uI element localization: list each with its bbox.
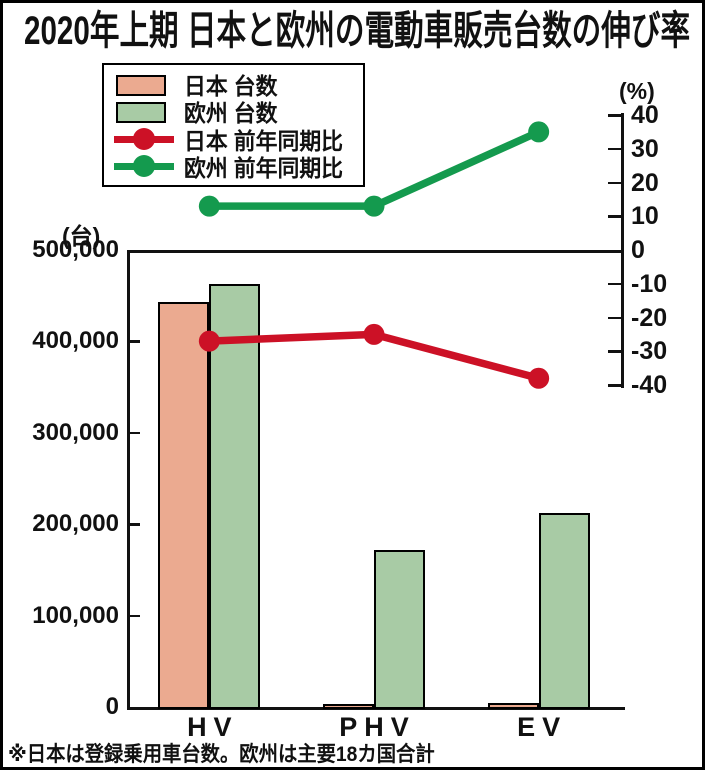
bar-japan-ev bbox=[487, 703, 539, 709]
right-axis-unit: (%) bbox=[619, 78, 655, 104]
bar-europe-ev bbox=[538, 513, 590, 709]
left-axis-tick-label: 400,000 bbox=[32, 327, 119, 355]
legend-item-label: 欧州 台数 bbox=[184, 100, 278, 127]
bar-japan-hv bbox=[158, 302, 210, 709]
legend: 日本 台数 欧州 台数 日本 前年同期比 欧州 前年同期比 bbox=[102, 63, 365, 187]
right-axis-tick-label: 0 bbox=[631, 236, 645, 264]
bar-europe-phv bbox=[374, 549, 425, 709]
bar-japan-phv bbox=[323, 704, 374, 709]
right-axis-spine bbox=[621, 113, 624, 388]
right-axis-tick-label: 10 bbox=[631, 202, 659, 231]
right-axis-tick bbox=[608, 215, 621, 218]
zero-percent-line bbox=[127, 250, 623, 253]
left-axis-tick bbox=[127, 431, 140, 435]
right-axis-tick-label: -30 bbox=[631, 337, 668, 366]
left-axis-spine bbox=[127, 250, 130, 709]
right-axis-tick bbox=[608, 316, 621, 319]
right-axis-tick bbox=[608, 282, 621, 286]
legend-item-0: 日本 台数 bbox=[114, 71, 363, 99]
left-axis-tick-label: 200,000 bbox=[32, 510, 119, 538]
right-axis-tick bbox=[608, 114, 621, 117]
right-axis-tick-label: 30 bbox=[631, 134, 659, 163]
right-axis-tick-label: -40 bbox=[631, 371, 668, 399]
marker-japan-ev bbox=[528, 367, 550, 389]
left-axis-tick-label: 500,000 bbox=[32, 236, 119, 263]
left-axis-tick-label: 100,000 bbox=[32, 601, 119, 629]
marker-japan-phv bbox=[363, 323, 385, 345]
legend-item-label: 日本 台数 bbox=[184, 72, 278, 99]
swatch bbox=[116, 102, 166, 124]
legend-item-label: 欧州 前年同期比 bbox=[184, 155, 344, 182]
right-axis-tick-label: -10 bbox=[631, 269, 668, 298]
marker-europe-ev bbox=[528, 121, 550, 143]
left-axis-tick-label: 300,000 bbox=[32, 418, 119, 446]
swatch bbox=[116, 74, 166, 96]
dot bbox=[133, 155, 155, 178]
right-axis-tick bbox=[608, 350, 621, 353]
legend-swatch-icon bbox=[114, 72, 174, 96]
legend-line-marker-icon bbox=[114, 127, 174, 151]
bar-europe-hv bbox=[209, 283, 261, 709]
category-label-phv: PHV bbox=[339, 712, 416, 742]
dot bbox=[133, 127, 155, 150]
legend-line-marker-icon bbox=[114, 154, 174, 178]
marker-europe-phv bbox=[363, 195, 385, 217]
category-label-hv: HV bbox=[187, 712, 239, 742]
left-axis-tick bbox=[127, 523, 140, 526]
right-axis-tick bbox=[608, 384, 621, 387]
left-axis-tick bbox=[127, 614, 140, 618]
right-axis-tick bbox=[608, 181, 621, 184]
legend-item-2: 日本 前年同期比 bbox=[114, 126, 363, 154]
left-axis-tick bbox=[127, 340, 140, 343]
marker-europe-hv bbox=[198, 195, 220, 217]
legend-swatch-icon bbox=[114, 99, 174, 124]
right-axis-tick-label: 20 bbox=[631, 168, 659, 197]
footnote: ※日本は登録乗用車台数。欧州は主要18カ国合計 bbox=[8, 743, 435, 766]
category-label-ev: EV bbox=[517, 712, 568, 742]
right-axis-tick-label: 40 bbox=[631, 101, 659, 129]
legend-item-3: 欧州 前年同期比 bbox=[114, 153, 363, 181]
chart-title: 2020年上期 日本と欧州の電動車販売台数の伸び率 bbox=[24, 9, 691, 53]
left-axis-unit: (台) bbox=[62, 223, 101, 249]
right-axis-tick-label: -20 bbox=[631, 303, 668, 332]
right-axis-tick bbox=[608, 147, 621, 151]
legend-item-1: 欧州 台数 bbox=[114, 98, 363, 126]
left-axis-tick-label: 0 bbox=[105, 693, 119, 720]
